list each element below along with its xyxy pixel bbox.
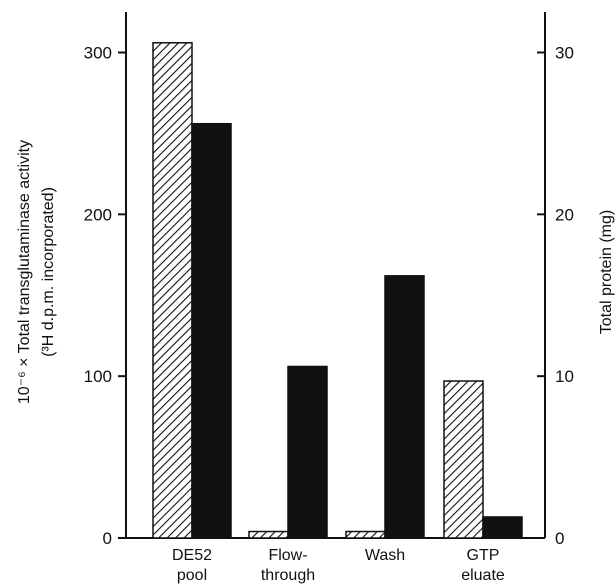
left-axis-label-line1: 10⁻⁶ × Total transglutaminase activity	[16, 140, 33, 404]
right-tick-label: 0	[555, 529, 564, 548]
right-tick-label: 10	[555, 367, 574, 386]
right-axis-ticks: 0 10 20 30	[537, 44, 574, 548]
right-axis-label: Total protein (mg)	[598, 210, 615, 335]
left-tick-label: 0	[103, 529, 112, 548]
category-label: Wash	[365, 547, 405, 564]
activity-bar	[248, 530, 289, 539]
protein-bar	[482, 516, 523, 539]
protein-bar	[191, 122, 232, 539]
category-label: GTP eluate	[461, 547, 505, 584]
right-tick-label: 30	[555, 44, 574, 63]
category-labels: DE52 pool Flow-through Wash GTP eluate	[172, 547, 505, 584]
category-label: Flow-through	[261, 547, 315, 584]
left-tick-label: 300	[84, 44, 112, 63]
bars	[152, 42, 523, 539]
activity-bar	[345, 530, 386, 539]
category-label: DE52 pool	[172, 547, 212, 584]
left-tick-label: 100	[84, 367, 112, 386]
left-tick-label: 200	[84, 205, 112, 224]
left-axis-ticks: 0 100 200 300	[84, 44, 126, 548]
protein-bar	[384, 275, 425, 539]
right-tick-label: 20	[555, 205, 574, 224]
activity-bar	[152, 42, 193, 539]
protein-bar	[287, 365, 328, 539]
activity-bar	[443, 380, 484, 539]
left-axis-label-line2: (³H d.p.m. incorporated)	[40, 187, 57, 357]
